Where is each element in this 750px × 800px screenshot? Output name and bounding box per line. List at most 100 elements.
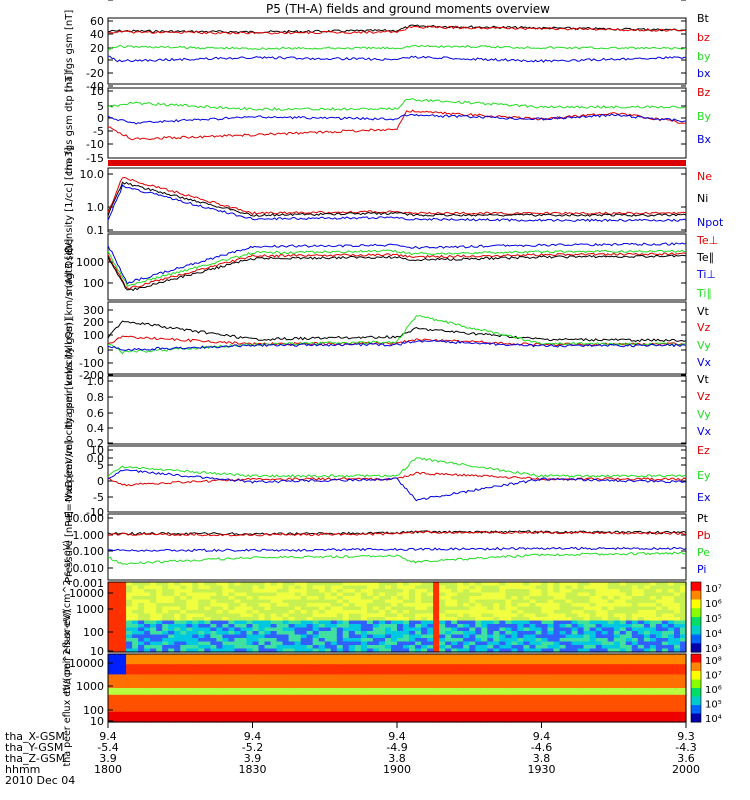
spectrogram-cell (475, 606, 482, 611)
spectrogram-cell (661, 677, 669, 682)
spectrogram-cell (559, 631, 567, 636)
spectrogram-cell (246, 624, 254, 629)
spectrogram-cell (342, 667, 350, 672)
spectrogram-cell (427, 681, 434, 686)
spectrogram-cell (409, 641, 416, 646)
spectrogram-cell (258, 664, 266, 669)
spectrogram-cell (120, 603, 127, 608)
spectrogram-cell (234, 688, 241, 692)
series-line-Vt (107, 320, 687, 343)
spectrogram-cell (547, 684, 555, 689)
spectrogram-cell (583, 701, 591, 706)
spectrogram-cell (120, 691, 127, 696)
spectrogram-cell (312, 715, 320, 720)
spectrogram-cell (661, 638, 669, 643)
spectrogram-cell (403, 582, 410, 587)
spectrogram-cell (372, 664, 380, 669)
spectrogram-cell (288, 654, 296, 658)
spectrogram-cell (595, 684, 603, 689)
spectrogram-cell (637, 711, 645, 716)
spectrogram-cell (397, 589, 404, 594)
spectrogram-cell (156, 684, 163, 689)
spectrogram-cell (457, 681, 464, 686)
spectrogram-cell (475, 701, 482, 706)
spectrogram-cell (306, 592, 314, 597)
spectrogram-cell (541, 715, 549, 720)
spectrogram-cell (553, 674, 561, 679)
spectrogram-cell (649, 638, 657, 643)
spectrogram-cell (553, 617, 561, 622)
spectrogram-cell (144, 589, 151, 594)
spectrogram-cell (222, 638, 229, 643)
spectrogram-cell (324, 681, 332, 686)
spectrogram-cell (300, 585, 308, 590)
spectrogram-cell (330, 705, 338, 709)
spectrogram-cell (180, 674, 187, 679)
spectrogram-cell (637, 627, 645, 632)
spectrogram-cell (192, 641, 199, 646)
spectrogram-cell (505, 638, 512, 643)
spectrogram-cell (607, 582, 615, 587)
spectrogram-cell (463, 603, 470, 608)
spectrogram-cell (589, 701, 597, 706)
spectrogram-cell (649, 603, 657, 608)
spectrogram-cell (499, 660, 506, 665)
spectrogram-cell (378, 657, 386, 662)
spectrogram-cell (126, 634, 133, 639)
spectrogram-cell (469, 671, 476, 675)
spectrogram-cell (667, 684, 675, 689)
spectrogram-cell (391, 657, 398, 662)
spectrogram-cell (198, 688, 205, 692)
spectrogram-cell (535, 684, 543, 689)
spectrogram-cell (589, 624, 597, 629)
spectrogram-cell (445, 715, 452, 720)
spectrogram-cell (601, 664, 609, 669)
spectrogram-cell (282, 684, 290, 689)
spectrogram-cell (427, 589, 434, 594)
spectrogram-cell (174, 631, 181, 636)
spectrogram-cell (535, 657, 543, 662)
spectrogram-cell (541, 620, 549, 625)
spectrogram-cell (457, 671, 464, 675)
spectrogram-cell (228, 708, 235, 713)
spectrogram-cell (210, 620, 217, 625)
spectrogram-cell (649, 617, 657, 622)
spectrogram-cell (180, 596, 187, 601)
spectrogram-cell (397, 641, 404, 646)
spectrogram-cell (565, 648, 573, 653)
spectrogram-cell (595, 664, 603, 669)
spectrogram-cell (378, 645, 386, 650)
spectrogram-cell (613, 708, 621, 713)
spectrogram-cell (661, 606, 669, 611)
spectrogram-cell (174, 708, 181, 713)
spectrogram-cell (312, 677, 320, 682)
spectrogram-cell (312, 603, 320, 608)
spectrogram-cell (252, 698, 260, 703)
spectrogram-cell (469, 718, 476, 723)
spectrogram-cell (457, 620, 464, 625)
spectrogram-cell (246, 708, 254, 713)
spectrogram-cell (421, 711, 428, 716)
spectrogram-cell (631, 698, 639, 703)
spectrogram-cell (631, 610, 639, 615)
spectrogram-cell (499, 657, 506, 662)
spectrogram-cell (643, 688, 651, 692)
spectrogram-cell (120, 645, 127, 650)
spectrogram-cell (126, 688, 133, 692)
spectrogram-cell (403, 718, 410, 723)
spectrogram-cell (439, 638, 446, 643)
spectrogram-cell (318, 691, 326, 696)
spectrogram-cell (565, 667, 573, 672)
spectrogram-cell (348, 631, 356, 636)
spectrogram-cell (132, 603, 139, 608)
spectrogram-cell (366, 627, 374, 632)
spectrogram-cell (667, 718, 675, 723)
spectrogram-cell (595, 691, 603, 696)
legend-entry: Ne (697, 170, 712, 183)
spectrogram-cell (276, 599, 284, 604)
spectrogram-cell (601, 681, 609, 686)
spectrogram-cell (625, 596, 633, 601)
spectrogram-cell (583, 677, 591, 682)
spectrogram-cell (306, 684, 314, 689)
spectrogram-cell (463, 654, 470, 658)
